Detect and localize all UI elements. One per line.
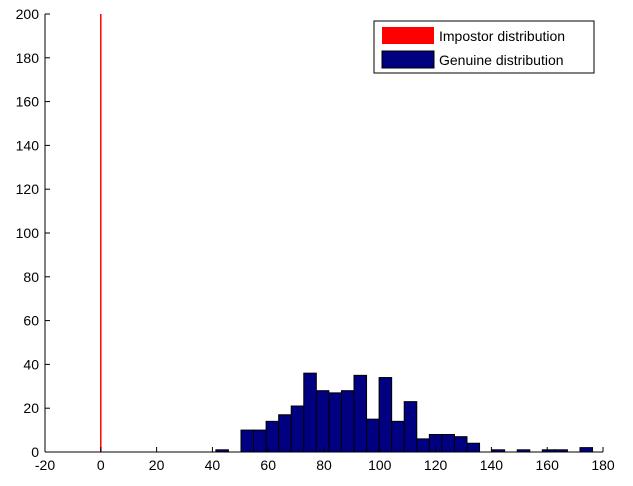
x-tick-label: 160 [536, 457, 560, 473]
histogram-bar [278, 414, 292, 453]
x-tick-label: 20 [149, 457, 165, 473]
x-tick-label: 120 [424, 457, 448, 473]
y-tick-label: 120 [16, 181, 40, 197]
y-tick-label: 0 [31, 444, 39, 460]
y-tick-label: 80 [23, 269, 39, 285]
histogram-bar [579, 447, 594, 453]
histogram-bar [303, 372, 317, 453]
y-tick-label: 200 [16, 6, 40, 22]
y-tick-label: 180 [16, 50, 40, 66]
y-ticks: 0 20 40 60 80 100 120 140 160 180 200 [16, 6, 50, 460]
axes [44, 14, 603, 453]
x-tick-label: 80 [316, 457, 332, 473]
histogram-bar [403, 401, 418, 453]
x-tick-label: 100 [368, 457, 392, 473]
x-tick-label: 60 [260, 457, 276, 473]
histogram-bar [340, 390, 355, 453]
histogram-bar [466, 442, 481, 453]
legend-label-genuine: Genuine distribution [439, 52, 564, 68]
y-tick-label: 100 [16, 225, 40, 241]
histogram-bar [328, 392, 342, 453]
y-tick-label: 160 [16, 94, 40, 110]
histogram-bar [253, 429, 267, 453]
histogram-bar [290, 405, 305, 453]
legend-swatch-impostor [382, 27, 434, 44]
genuine-bars [215, 372, 594, 453]
y-tick-label: 20 [23, 400, 39, 416]
x-tick-label: 40 [205, 457, 221, 473]
y-tick-label: 140 [16, 137, 40, 153]
histogram-bar [366, 418, 380, 453]
histogram-bar [441, 433, 455, 453]
y-tick-label: 40 [23, 356, 39, 372]
histogram-bar [416, 438, 430, 453]
histogram-bar [378, 377, 393, 453]
histogram-bar [391, 420, 405, 453]
legend-label-impostor: Impostor distribution [439, 28, 565, 44]
x-tick-label: 0 [97, 457, 105, 473]
histogram-bar [353, 374, 368, 453]
histogram-bar [453, 436, 468, 453]
y-tick-label: 60 [23, 313, 39, 329]
x-tick-label: 140 [480, 457, 504, 473]
legend: Impostor distribution Genuine distributi… [373, 20, 595, 74]
legend-swatch-genuine [381, 50, 435, 69]
histogram-bar [315, 390, 330, 453]
x-tick-label: 180 [591, 457, 615, 473]
histogram-bar [240, 429, 255, 453]
x-ticks: -20 0 20 40 60 80 100 120 140 160 180 [35, 447, 615, 473]
x-tick-label: -20 [35, 457, 55, 473]
